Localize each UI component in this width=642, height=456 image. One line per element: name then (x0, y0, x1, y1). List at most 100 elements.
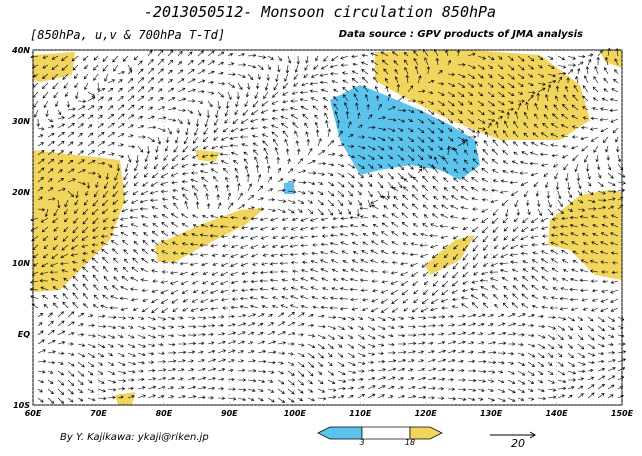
wind-vector (526, 199, 530, 207)
wind-vector (240, 262, 249, 267)
wind-vector (227, 323, 236, 327)
wind-vector (147, 368, 156, 373)
wind-vector (252, 100, 259, 108)
wind-vector (41, 226, 49, 233)
wind-vector (527, 388, 534, 392)
wind-vector (92, 217, 99, 225)
wind-vector (492, 226, 499, 233)
wind-vector (140, 278, 149, 282)
wind-vector (227, 202, 234, 210)
wind-vector (577, 343, 585, 350)
wind-vector (201, 262, 209, 267)
wind-vector (151, 298, 159, 303)
wind-vector (502, 150, 509, 156)
wind-vector (187, 99, 196, 103)
wind-vector (462, 271, 469, 278)
wind-vector (583, 154, 589, 163)
wind-vector (230, 215, 239, 220)
wind-vector (267, 208, 276, 212)
wind-vector (327, 352, 333, 358)
wind-vector (250, 304, 259, 309)
y-tick-label: 10S (13, 401, 30, 410)
wind-vector (257, 331, 264, 336)
wind-vector (377, 154, 384, 160)
wind-vector (457, 314, 466, 318)
wind-vector (185, 127, 189, 136)
wind-vector (397, 394, 405, 399)
wind-vector (240, 118, 249, 124)
wind-vector (550, 296, 559, 300)
wind-vector (49, 270, 59, 274)
wind-vector (219, 145, 229, 149)
wind-vector (52, 286, 59, 291)
wind-vector (347, 134, 354, 138)
wind-vector (113, 181, 119, 190)
wind-vector (557, 386, 567, 391)
wind-vector (337, 163, 345, 168)
wind-vector (527, 94, 534, 102)
wind-vector (117, 87, 123, 93)
wind-vector (107, 122, 115, 129)
wind-vector (130, 276, 139, 282)
wind-vector (307, 171, 317, 175)
wind-vector (397, 118, 406, 123)
wind-vector (447, 359, 456, 363)
wind-vector (524, 190, 529, 198)
wind-vector (332, 278, 339, 282)
wind-vector (187, 325, 197, 329)
wind-vector (63, 82, 69, 89)
wind-vector (191, 233, 199, 237)
wind-vector (62, 301, 69, 309)
wind-vector (147, 343, 156, 348)
wind-vector (107, 395, 116, 400)
wind-vector (363, 85, 369, 93)
wind-vector (34, 109, 39, 118)
wind-vector (33, 73, 39, 78)
wind-vector (422, 289, 429, 295)
wind-vector (244, 165, 249, 174)
wind-vector (161, 197, 169, 201)
wind-vector (207, 70, 215, 75)
wind-vector (582, 116, 589, 120)
wind-vector (239, 127, 249, 132)
wind-vector (57, 341, 66, 345)
wind-vector (581, 126, 589, 130)
wind-vector (377, 172, 383, 179)
wind-vector (545, 181, 549, 189)
wind-vector (47, 118, 54, 123)
wind-vector (569, 223, 579, 228)
wind-vector (603, 88, 609, 93)
wind-vector (300, 304, 309, 309)
wind-vector (457, 127, 465, 133)
wind-vector (617, 367, 626, 372)
wind-vector (142, 181, 149, 187)
wind-vector (337, 172, 345, 178)
wind-vector (320, 88, 329, 93)
wind-vector (187, 368, 195, 372)
wind-vector (417, 127, 425, 134)
wind-vector (433, 262, 439, 268)
wind-vector (387, 342, 395, 347)
wind-vector (151, 289, 159, 293)
wind-vector (387, 154, 393, 160)
wind-vector (57, 361, 64, 365)
wind-vector (610, 298, 619, 303)
wind-vector (537, 334, 546, 339)
wind-vector (344, 102, 349, 111)
wind-vector (607, 181, 616, 186)
wind-vector (307, 190, 314, 195)
wind-vector (297, 388, 304, 394)
wind-vector (412, 176, 419, 183)
wind-vector (393, 60, 399, 66)
wind-vector (267, 340, 277, 345)
wind-vector (559, 296, 569, 301)
wind-vector (237, 63, 247, 67)
wind-vector (350, 297, 359, 302)
wind-vector (360, 288, 369, 293)
wind-vector (272, 108, 279, 113)
wind-vector (565, 172, 569, 182)
wind-vector (151, 239, 159, 246)
wind-vector (307, 181, 316, 186)
wind-vector (197, 332, 206, 337)
wind-vector (534, 102, 539, 111)
